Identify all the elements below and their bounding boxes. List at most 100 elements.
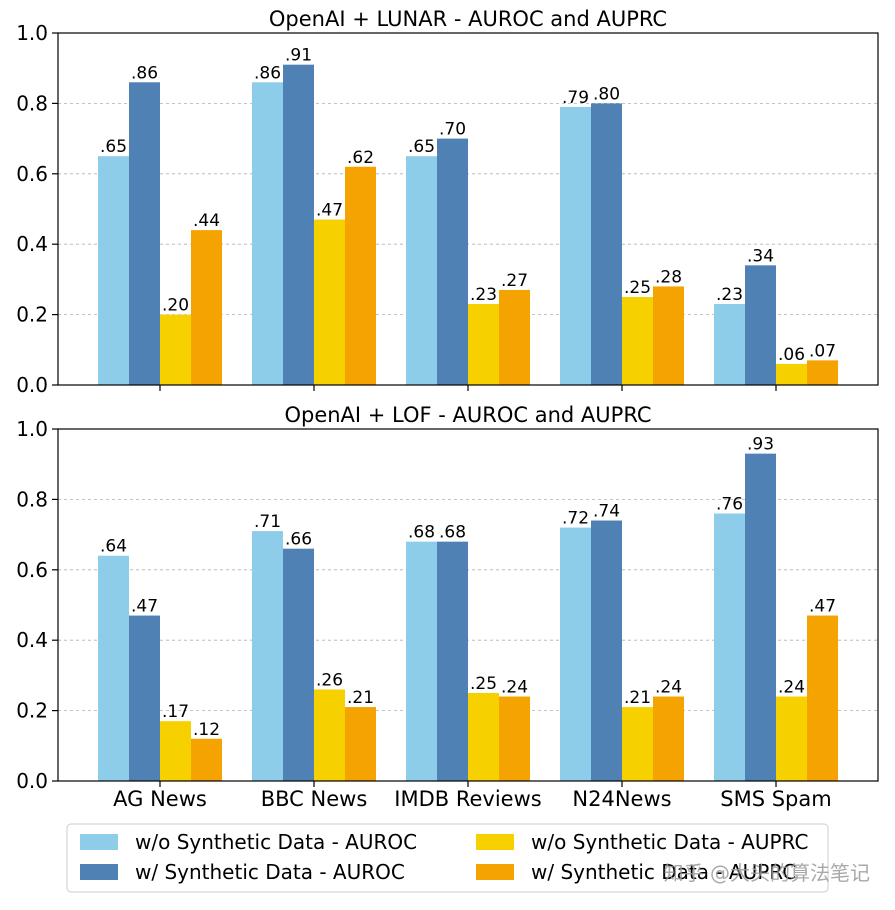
chart-title: OpenAI + LOF - AUROC and AUPRC <box>284 403 651 427</box>
x-tick-label: AG News <box>113 787 207 811</box>
y-tick-label: 0.8 <box>16 91 48 115</box>
bar <box>437 541 468 781</box>
bar <box>591 103 622 386</box>
bar <box>191 230 222 385</box>
chart-title: OpenAI + LUNAR - AUROC and AUPRC <box>269 7 667 31</box>
data-label: .65 <box>100 137 127 157</box>
data-label: .79 <box>562 88 589 108</box>
bar <box>437 138 468 385</box>
data-label: .06 <box>778 345 805 365</box>
watermark-text: 知乎 @大头的算法笔记 <box>664 861 870 885</box>
chart-panel-lof: OpenAI + LOF - AUROC and AUPRC 0.0 0.2 0.4 0… <box>16 403 879 811</box>
data-label: .24 <box>778 678 805 698</box>
data-label: .34 <box>747 246 774 266</box>
bar <box>591 520 622 781</box>
data-label: .44 <box>193 211 220 231</box>
data-label: .93 <box>747 435 774 455</box>
data-label: .21 <box>624 688 651 708</box>
legend-swatch-w-auroc <box>80 864 118 880</box>
data-label: .23 <box>716 285 743 305</box>
bar <box>98 555 129 781</box>
bar <box>345 707 376 781</box>
bar <box>714 513 745 781</box>
bar <box>191 738 222 781</box>
legend: w/o Synthetic Data - AUROC w/ Synthetic … <box>66 823 829 893</box>
bar <box>129 82 160 385</box>
bar <box>345 166 376 385</box>
data-label: .25 <box>624 278 651 298</box>
bar <box>653 286 684 385</box>
y-tick-label: 1.0 <box>16 21 48 45</box>
x-tick-label: N24News <box>572 787 671 811</box>
bar <box>468 693 499 781</box>
data-label: .47 <box>809 597 836 617</box>
legend-swatch-wo-auroc <box>80 834 118 850</box>
bar <box>499 289 530 385</box>
bar <box>283 64 314 386</box>
bar <box>129 615 160 781</box>
legend-swatch-wo-auprc <box>476 834 514 850</box>
legend-label-wo-auroc: w/o Synthetic Data - AUROC <box>135 830 417 854</box>
bar <box>468 304 499 385</box>
data-label: .27 <box>501 271 528 291</box>
data-label: .80 <box>593 84 620 104</box>
data-label: .07 <box>809 341 836 361</box>
data-label: .86 <box>254 63 281 83</box>
data-label: .26 <box>316 670 343 690</box>
y-tick-label: 0.0 <box>16 373 48 397</box>
bar <box>776 696 807 781</box>
data-label: .91 <box>285 46 312 66</box>
legend-label-wo-auprc: w/o Synthetic Data - AUPRC <box>531 830 808 854</box>
y-tick-label: 1.0 <box>16 417 48 441</box>
data-label: .71 <box>254 512 281 532</box>
data-label: .20 <box>162 296 189 316</box>
y-tick-label: 0.2 <box>16 699 48 723</box>
data-label: .24 <box>655 678 682 698</box>
bar <box>406 541 437 781</box>
bar <box>653 696 684 781</box>
bar <box>314 689 345 781</box>
bar <box>745 265 776 385</box>
bar <box>314 219 345 385</box>
bar <box>560 527 591 781</box>
chart-panel-lunar: OpenAI + LUNAR - AUROC and AUPRC 0.0 0.2 0.… <box>16 7 879 397</box>
y-tick-label: 0.8 <box>16 487 48 511</box>
x-tick-label: SMS Spam <box>720 787 831 811</box>
data-label: .72 <box>562 509 589 529</box>
bar <box>499 696 530 781</box>
data-label: .25 <box>470 674 497 694</box>
bar <box>98 156 129 385</box>
data-label: .68 <box>408 523 435 543</box>
bar <box>622 297 653 385</box>
y-tick-label: 0.2 <box>16 303 48 327</box>
legend-swatch-w-auprc <box>476 864 514 880</box>
bar <box>160 721 191 781</box>
bar <box>560 106 591 386</box>
data-label: .47 <box>131 597 158 617</box>
bar <box>252 82 283 385</box>
data-label: .24 <box>501 678 528 698</box>
data-label: .47 <box>316 201 343 221</box>
legend-frame <box>66 823 829 893</box>
bar <box>252 531 283 781</box>
bar <box>776 363 807 385</box>
data-label: .68 <box>439 523 466 543</box>
data-label: .62 <box>347 148 374 168</box>
bar <box>807 360 838 385</box>
bar <box>160 314 191 385</box>
bar <box>622 707 653 781</box>
data-label: .65 <box>408 137 435 157</box>
y-tick-label: 0.6 <box>16 162 48 186</box>
legend-label-w-auprc: w/ Synthetic Data - AUPRC <box>531 860 796 884</box>
plot-frame <box>57 428 879 782</box>
data-label: .23 <box>470 285 497 305</box>
data-label: .76 <box>716 494 743 514</box>
data-label: .64 <box>100 537 127 557</box>
legend-label-w-auroc: w/ Synthetic Data - AUROC <box>135 860 405 884</box>
y-tick-label: 0.6 <box>16 558 48 582</box>
x-tick-label: IMDB Reviews <box>394 787 541 811</box>
bar <box>406 156 437 385</box>
bar <box>283 548 314 781</box>
data-label: .70 <box>439 120 466 140</box>
